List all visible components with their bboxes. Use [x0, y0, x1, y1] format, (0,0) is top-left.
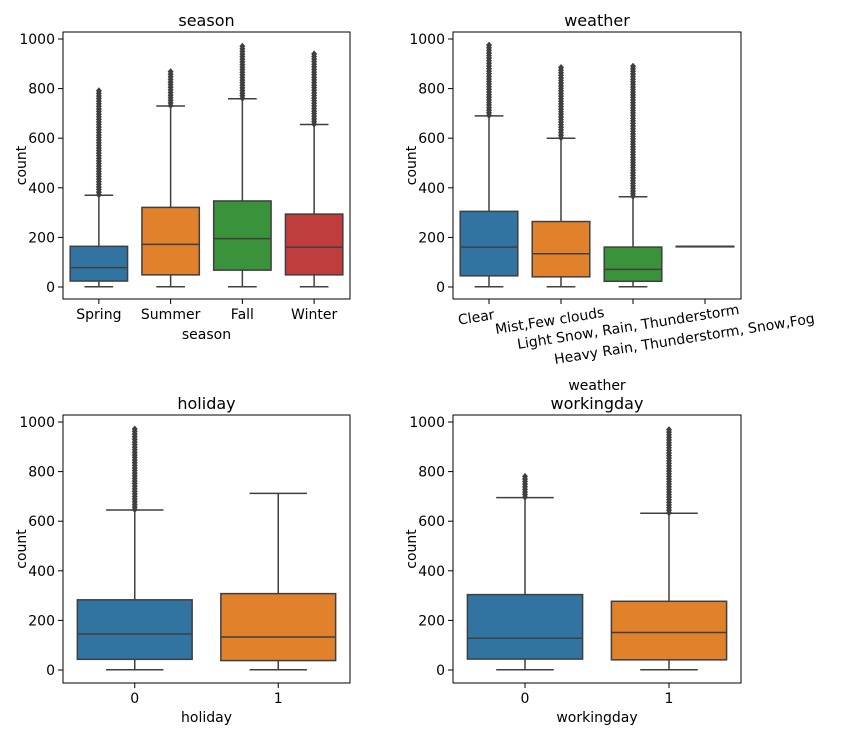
x-axis-label: weather: [568, 378, 626, 394]
y-tick-label: 400: [418, 181, 445, 197]
box-Mist,Few clouds: [531, 64, 591, 288]
outlier-point: [95, 87, 102, 95]
x-tick-label: 0: [130, 691, 139, 707]
axes-frame: [452, 414, 742, 684]
y-tick-label: 400: [28, 564, 55, 580]
y-tick-label: 200: [28, 613, 55, 629]
y-tick-label: 200: [418, 230, 445, 246]
x-tick-label: 0: [521, 691, 530, 707]
box-Fall: [212, 42, 272, 288]
x-tick-label: 1: [665, 691, 674, 707]
y-axis-label: count: [14, 529, 30, 569]
chart-workingday: workingday 0 200 400 600 800 1000 count 0 1 workin…: [404, 394, 742, 726]
y-tick-label: 200: [418, 613, 445, 629]
box-iqr: [459, 210, 519, 277]
outlier-point: [630, 62, 636, 70]
box-iqr: [76, 599, 193, 661]
y-tick-label: 600: [28, 514, 55, 530]
box-0: [466, 472, 584, 671]
box-Clear: [459, 41, 519, 288]
axes-frame: [452, 31, 742, 300]
x-axis-label: season: [182, 327, 231, 343]
box-Spring: [69, 87, 129, 288]
box-iqr: [141, 206, 201, 276]
axes-frame: [62, 31, 351, 300]
box-1: [610, 426, 728, 671]
chart-holiday: holiday 0 200 400 600 800 1000 count 0 1 holiday: [14, 394, 351, 726]
y-tick-label: 600: [28, 131, 55, 147]
outlier-point: [558, 64, 564, 72]
y-tick-label: 400: [28, 181, 55, 197]
x-axis-label: holiday: [181, 710, 232, 726]
outlier-point: [131, 425, 138, 433]
box-iqr: [603, 246, 663, 283]
y-axis-label: count: [404, 529, 420, 569]
y-tick-label: 0: [436, 280, 445, 296]
chart-weather: weather02004006008001000countClearMist,F…: [404, 11, 816, 394]
box-iqr: [531, 220, 591, 278]
y-axis-label: count: [14, 145, 30, 185]
y-tick-label: 0: [46, 280, 55, 296]
y-tick-label: 800: [418, 465, 445, 481]
y-tick-label: 1000: [409, 415, 445, 431]
box-iqr: [220, 592, 337, 662]
x-tick-label: 1: [274, 691, 283, 707]
outlier-point: [522, 472, 528, 480]
chart-title: holiday: [177, 394, 235, 413]
y-tick-label: 1000: [409, 32, 445, 48]
y-tick-label: 800: [28, 465, 55, 481]
x-tick-label: Summer: [141, 307, 201, 323]
box-Heavy Rain, Thunderstorm, Snow,Fog: [675, 245, 735, 248]
outlier-point: [666, 426, 672, 434]
outlier-point: [311, 50, 318, 58]
y-tick-label: 600: [418, 131, 445, 147]
box-iqr: [212, 200, 272, 271]
x-tick-label: Clear: [457, 307, 496, 329]
box-Winter: [284, 50, 344, 288]
chart-season: season 0 200 400 600 800 1000 count Spring Summer…: [14, 11, 351, 343]
y-tick-label: 1000: [19, 32, 55, 48]
y-tick-label: 0: [46, 663, 55, 679]
y-tick-label: 800: [28, 82, 55, 98]
y-tick-label: 600: [418, 514, 445, 530]
chart-title: weather: [564, 11, 630, 30]
x-tick-label: Fall: [231, 307, 254, 323]
chart-title: workingday: [551, 394, 644, 413]
x-tick-label: Spring: [76, 307, 121, 323]
box-Light Snow, Rain, Thunderstorm: [603, 62, 663, 288]
box-iqr: [610, 600, 728, 661]
chart-title: season: [178, 11, 234, 30]
y-tick-label: 1000: [19, 415, 55, 431]
box-iqr: [284, 213, 344, 276]
box-iqr: [466, 593, 584, 660]
y-tick-label: 400: [418, 564, 445, 580]
y-tick-label: 800: [418, 82, 445, 98]
x-axis-label: workingday: [556, 710, 637, 726]
outlier-point: [167, 68, 174, 76]
box-Summer: [141, 68, 201, 288]
y-tick-label: 0: [436, 663, 445, 679]
box-iqr: [69, 245, 129, 282]
y-tick-label: 200: [28, 230, 55, 246]
x-tick-label: Winter: [291, 307, 337, 323]
box-1: [220, 492, 337, 671]
outlier-point: [486, 41, 492, 49]
box-0: [76, 425, 193, 671]
outlier-point: [239, 42, 246, 50]
axes-frame: [62, 414, 351, 684]
y-axis-label: count: [404, 145, 420, 185]
